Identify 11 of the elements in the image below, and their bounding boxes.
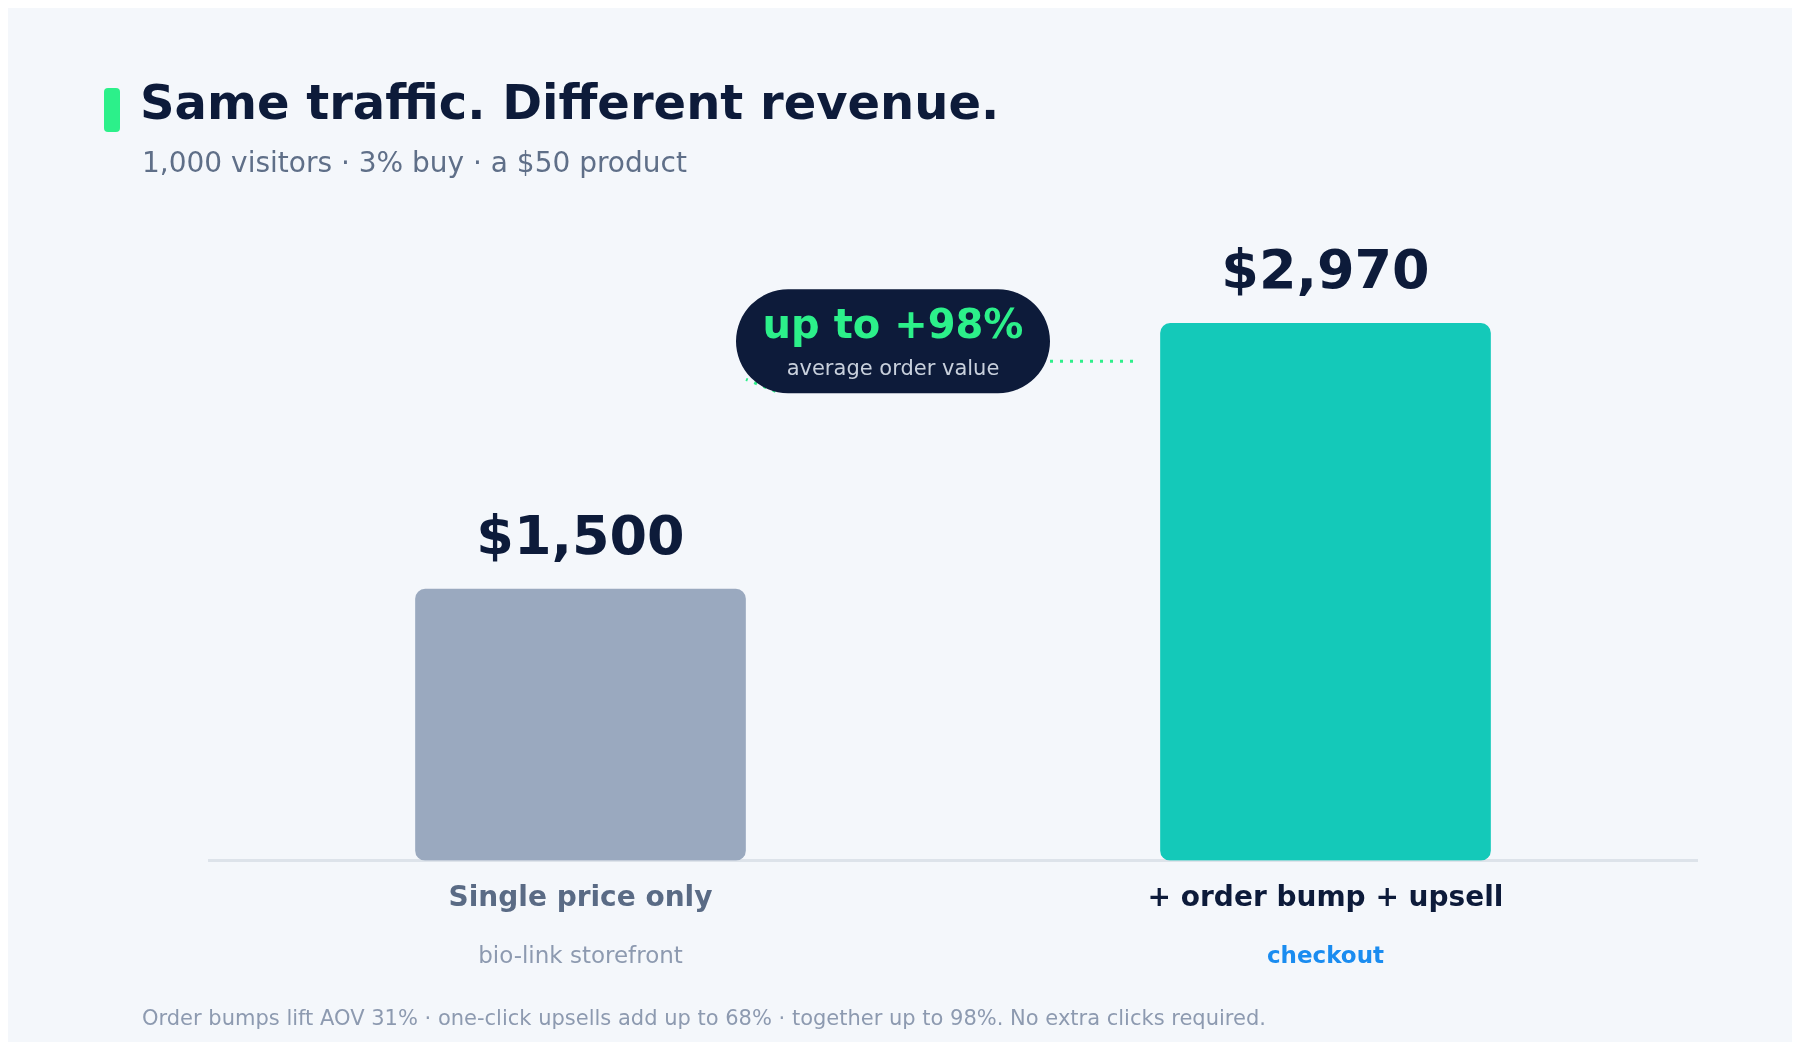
text: Order bumps lift AOV 31% · one-click upsells add up to 68% · together up to 98%. No extra clicks required. xyxy=(142,1006,1266,1030)
x-tick-label: + order bump + upsell xyxy=(1147,880,1504,914)
data-label: $1,500 xyxy=(476,504,685,568)
text: checkout xyxy=(1266,942,1385,969)
chart-subtitle: 1,000 visitors · 3% buy · a $50 product xyxy=(142,146,687,179)
data-label: $2,970 xyxy=(1221,238,1430,302)
x-tick-label: Single price only xyxy=(448,880,713,914)
annotation: up to +98% xyxy=(762,300,1024,347)
text: bio-link storefront xyxy=(478,942,683,969)
annotation: average order value xyxy=(786,355,1000,380)
chart-title: Same traffic. Different revenue. xyxy=(140,74,1000,130)
